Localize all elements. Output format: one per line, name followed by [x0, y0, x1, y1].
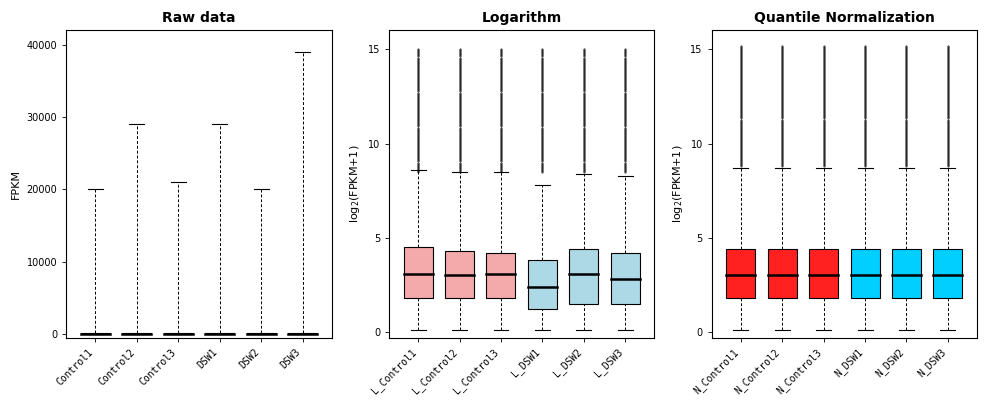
Bar [611, 253, 639, 304]
Bar [288, 333, 317, 334]
Bar [445, 251, 474, 298]
Bar [247, 333, 276, 334]
Title: Quantile Normalization: Quantile Normalization [754, 11, 935, 25]
Bar [892, 249, 921, 298]
Y-axis label: log$_2$(FPKM+1): log$_2$(FPKM+1) [671, 145, 685, 223]
Y-axis label: log$_2$(FPKM+1): log$_2$(FPKM+1) [348, 145, 363, 223]
Bar [404, 247, 433, 298]
Y-axis label: FPKM: FPKM [11, 169, 21, 199]
Bar [81, 333, 110, 334]
Bar [768, 249, 796, 298]
Bar [809, 249, 838, 298]
Bar [486, 253, 516, 298]
Bar [123, 333, 151, 334]
Title: Logarithm: Logarithm [481, 11, 562, 25]
Bar [851, 249, 879, 298]
Bar [726, 249, 755, 298]
Bar [934, 249, 962, 298]
Bar [528, 260, 557, 309]
Bar [164, 333, 193, 334]
Title: Raw data: Raw data [162, 11, 236, 25]
Bar [569, 249, 599, 304]
Bar [206, 333, 234, 334]
